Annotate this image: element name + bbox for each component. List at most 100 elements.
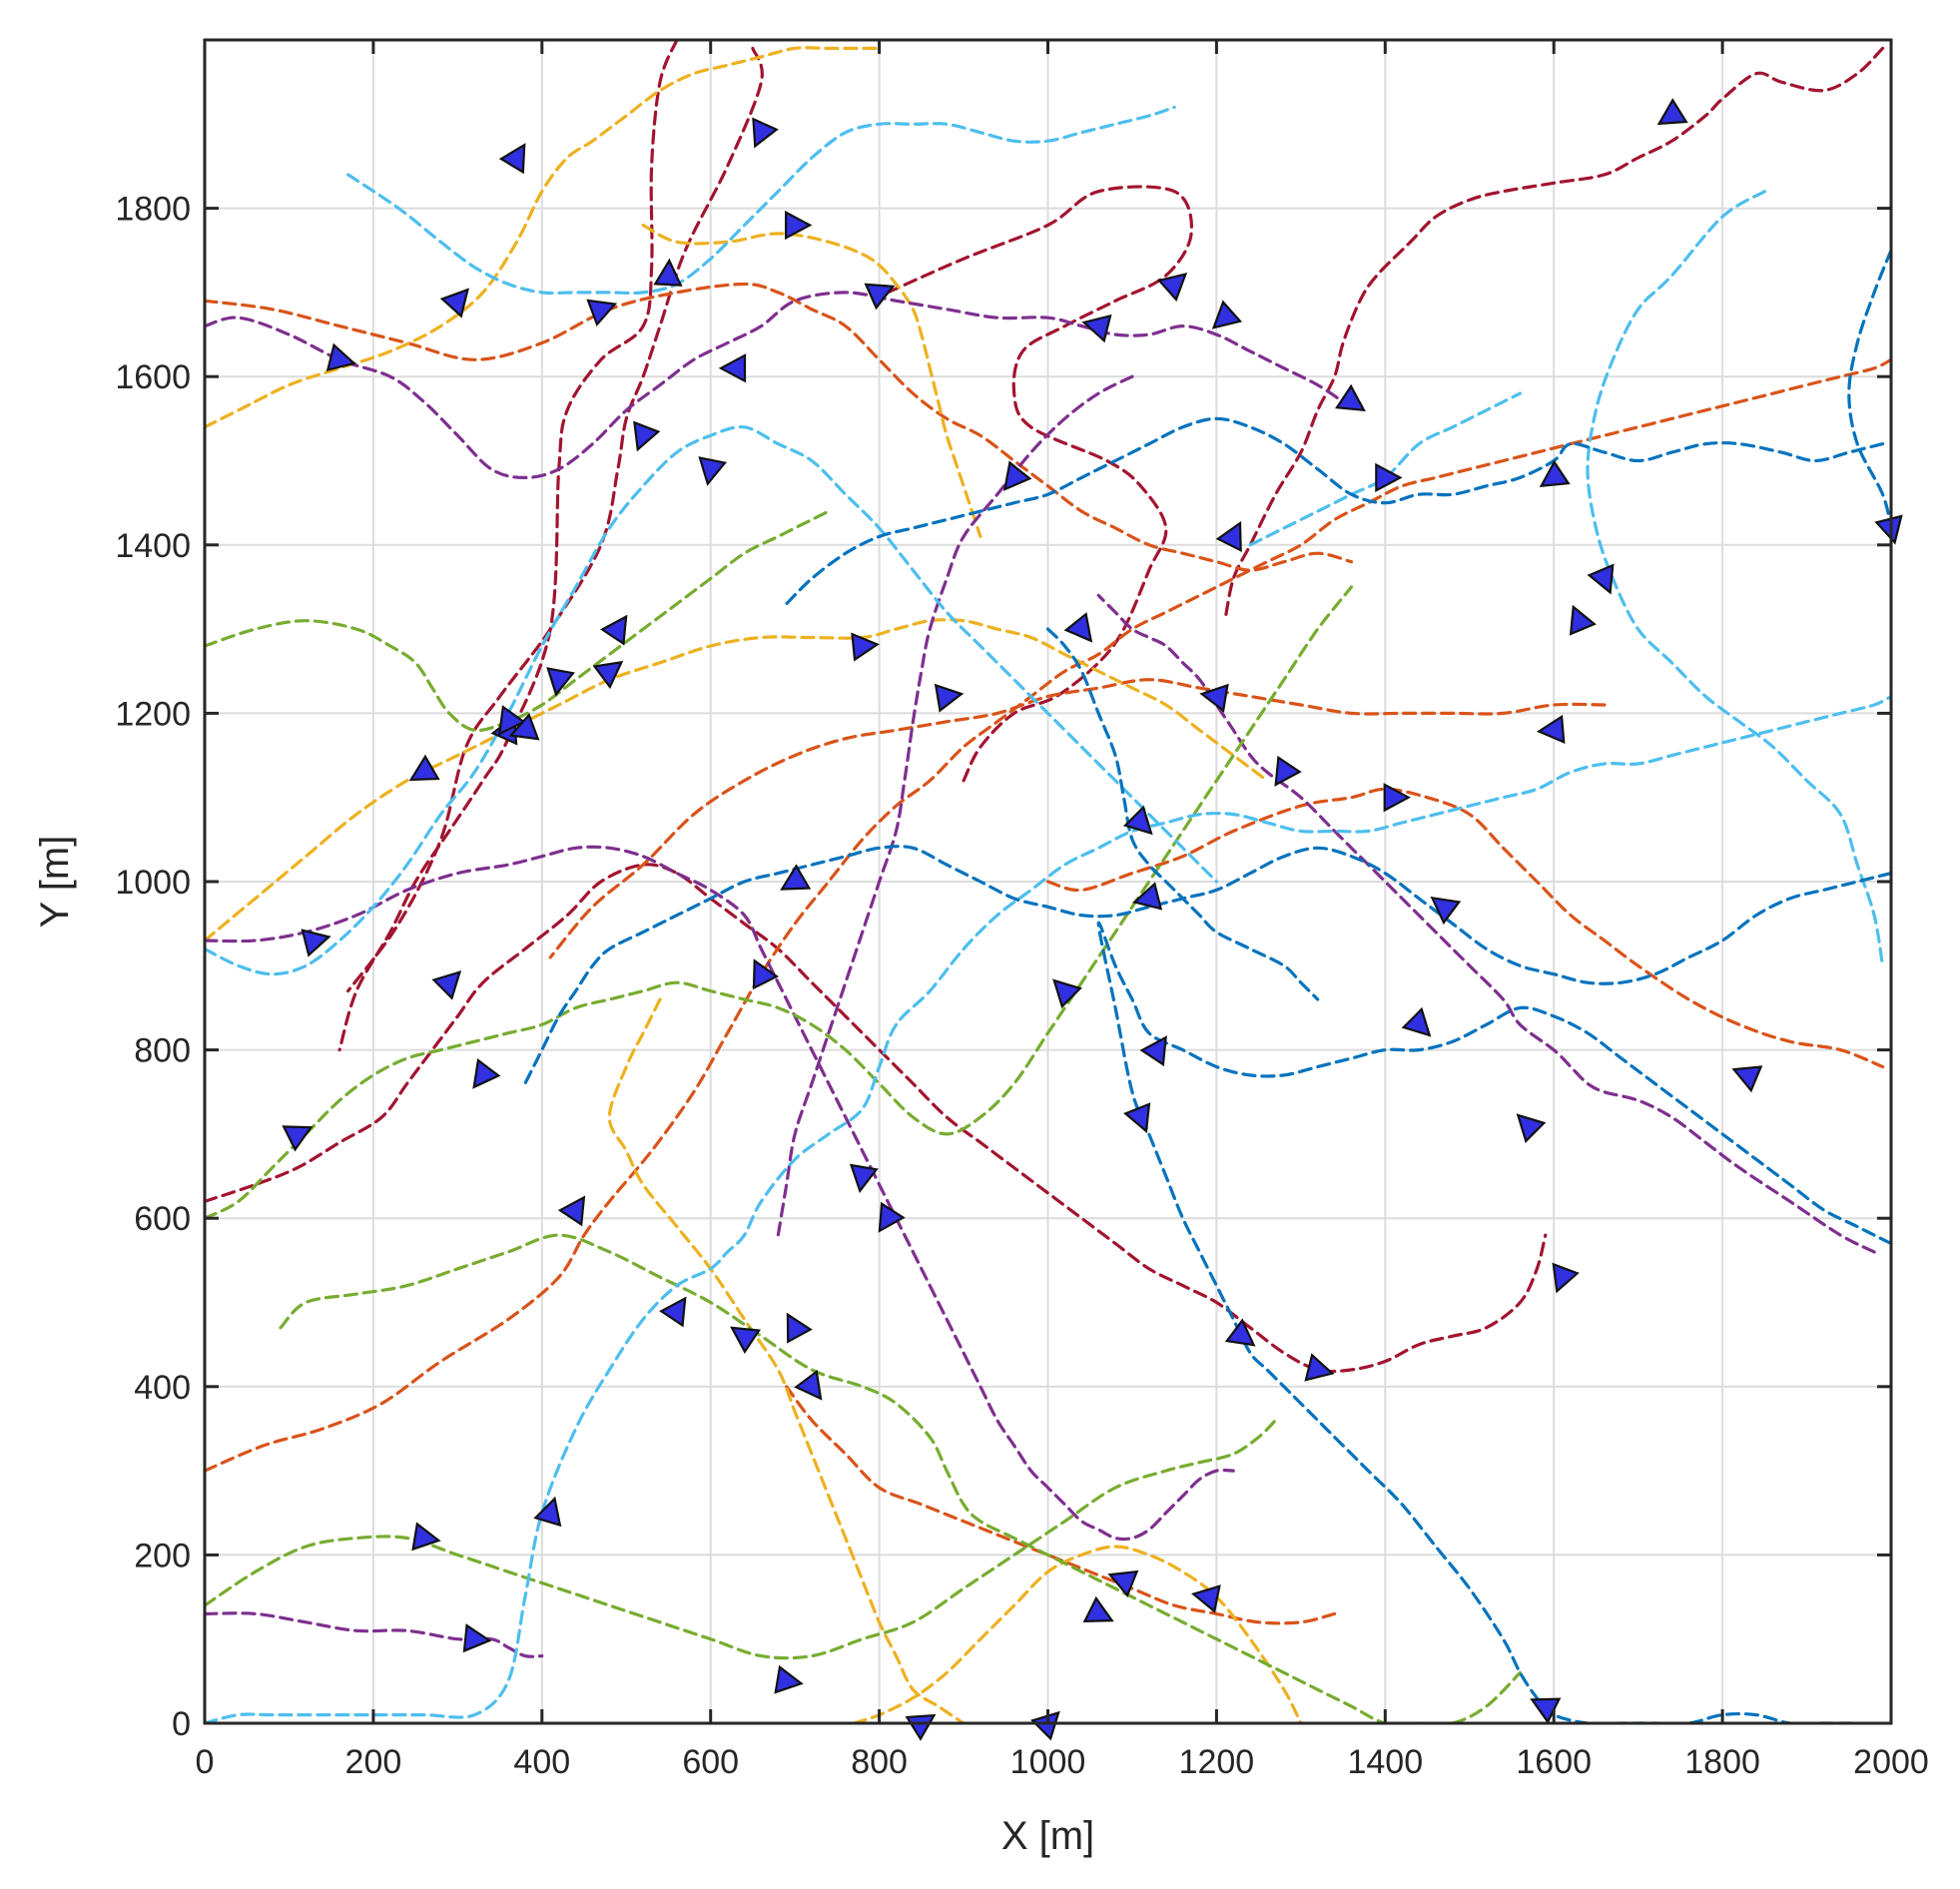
node-marker — [1731, 1065, 1763, 1093]
y-tick-label: 800 — [134, 1032, 191, 1070]
node-marker — [1081, 314, 1112, 343]
x-tick-label: 1200 — [1179, 1743, 1255, 1781]
node-marker — [730, 1326, 762, 1354]
plot-area — [205, 40, 1903, 1741]
node-marker — [1274, 755, 1302, 787]
node-marker — [784, 210, 813, 241]
trajectory-line — [1847, 249, 1891, 530]
y-axis-label: Y [m] — [33, 836, 77, 929]
trajectory-line — [205, 845, 1235, 1542]
node-marker — [408, 754, 440, 782]
node-marker — [1199, 683, 1229, 713]
node-marker — [1215, 520, 1242, 552]
trajectory-line — [205, 1418, 1278, 1660]
trajectory-line — [205, 509, 831, 733]
trajectory-line — [548, 678, 1607, 959]
node-marker — [1156, 272, 1188, 303]
node-marker — [1656, 98, 1688, 126]
y-tick-label: 200 — [134, 1537, 191, 1574]
node-marker — [1211, 300, 1243, 329]
trajectory-line — [205, 618, 1269, 943]
y-tick-label: 1000 — [115, 864, 191, 902]
node-marker — [472, 1058, 501, 1089]
y-tick-label: 600 — [134, 1200, 191, 1238]
y-axis: 0 200 400 600 800 1000 1200 1400 1600 1800 — [115, 191, 1891, 1743]
node-marker — [1304, 1353, 1335, 1382]
trajectory-line — [205, 585, 1354, 1220]
node-marker — [864, 283, 896, 311]
node-marker — [600, 614, 628, 646]
y-tick-label: 1200 — [115, 695, 191, 733]
node-marker — [439, 288, 470, 318]
trajectory-line — [205, 1611, 544, 1658]
node-marker — [1224, 1318, 1256, 1347]
node-marker — [718, 353, 747, 383]
x-tick-label: 1400 — [1347, 1743, 1423, 1781]
x-tick-label: 600 — [682, 1743, 739, 1781]
x-tick-label: 200 — [345, 1743, 402, 1781]
x-tick-label: 0 — [196, 1743, 215, 1781]
node-marker — [533, 1496, 562, 1528]
node-marker — [1190, 1584, 1221, 1613]
node-marker — [633, 420, 661, 452]
trajectory-line — [205, 863, 1548, 1374]
node-marker — [1539, 459, 1571, 487]
node-marker — [592, 660, 624, 690]
node-marker — [752, 958, 780, 990]
trajectory-line — [1586, 190, 1885, 967]
node-marker — [498, 143, 526, 175]
trajectory-line — [1223, 46, 1885, 623]
node-marker — [586, 299, 618, 327]
node-marker — [786, 1312, 813, 1344]
node-marker — [1002, 460, 1032, 491]
node-marker — [752, 117, 779, 149]
trajectory-line — [205, 357, 1891, 1473]
x-axis: 0 200 400 600 800 1000 1200 1400 1600 1800 2000 — [196, 40, 1929, 1781]
y-tick-label: 1800 — [115, 191, 191, 229]
trajectory-line — [346, 46, 764, 993]
node-marker — [1536, 714, 1566, 745]
node-marker — [1874, 514, 1903, 545]
x-tick-label: 1600 — [1516, 1743, 1592, 1781]
node-marker — [282, 1125, 314, 1152]
node-marker — [780, 864, 812, 891]
node-marker — [1569, 604, 1597, 636]
x-tick-label: 400 — [513, 1743, 570, 1781]
marker-layer — [282, 98, 1903, 1741]
node-marker — [546, 667, 575, 697]
trajectory-line — [785, 416, 1885, 606]
x-tick-label: 800 — [851, 1743, 908, 1781]
node-marker — [905, 1713, 937, 1741]
trajectory-line — [279, 1233, 1522, 1723]
trajectory-line — [523, 845, 1891, 1085]
node-marker — [1063, 612, 1093, 643]
node-marker — [1052, 978, 1082, 1009]
node-marker — [653, 258, 683, 287]
node-marker — [849, 1163, 879, 1194]
node-marker — [1375, 462, 1403, 493]
node-marker — [698, 456, 728, 486]
node-marker — [431, 969, 462, 1000]
node-marker — [411, 1522, 441, 1552]
node-marker — [1587, 563, 1615, 595]
trajectory-line — [346, 105, 1176, 296]
node-marker — [1082, 1595, 1114, 1622]
node-marker — [508, 713, 540, 741]
node-marker — [934, 683, 965, 713]
node-marker — [1131, 882, 1163, 911]
trajectory-line — [607, 997, 966, 1723]
node-marker — [1030, 1710, 1060, 1741]
trajectory-line — [1096, 593, 1876, 1254]
trajectory-line — [785, 1385, 1337, 1625]
node-marker — [878, 1201, 906, 1233]
trajectory-line — [205, 291, 1345, 480]
trajectory-line — [337, 40, 679, 1052]
x-axis-label: X [m] — [1001, 1814, 1094, 1858]
x-tick-label: 2000 — [1853, 1743, 1929, 1781]
x-tick-label: 1000 — [1010, 1743, 1086, 1781]
node-marker — [1552, 1262, 1580, 1294]
trajectory-line — [205, 694, 1891, 1723]
trajectory-line — [205, 424, 1218, 976]
node-marker — [1123, 1102, 1151, 1134]
